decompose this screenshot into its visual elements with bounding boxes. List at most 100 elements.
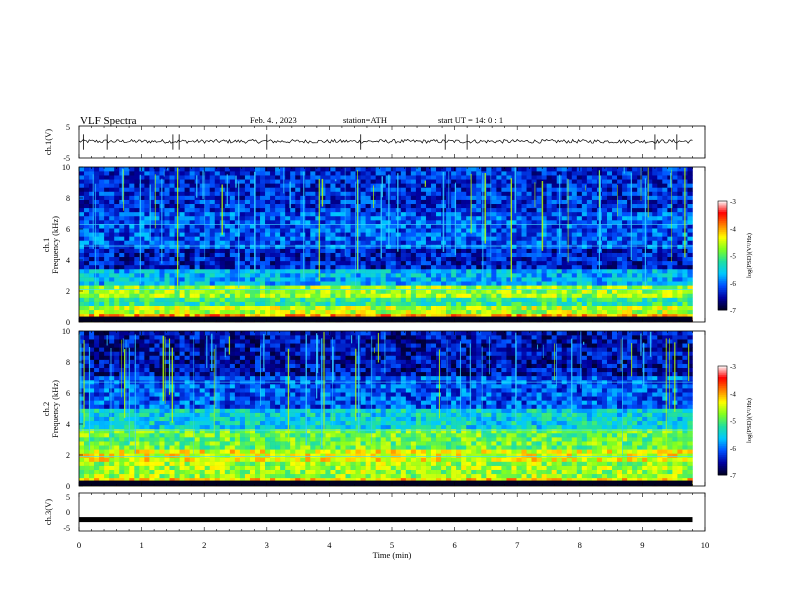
spectrogram-cell	[370, 232, 376, 237]
spectrogram-cell	[194, 199, 200, 205]
spectrogram-cell	[390, 285, 397, 290]
spectrogram-cell	[536, 277, 542, 282]
spectrogram-cell	[657, 293, 663, 298]
spectrogram-cell	[461, 211, 467, 217]
spectrogram-cell	[446, 264, 452, 270]
spectrogram-cell	[561, 195, 568, 200]
spectrogram-cell	[104, 313, 110, 319]
spectrogram-cell	[390, 220, 397, 225]
spectrogram-cell	[637, 187, 643, 192]
spectrogram-cell	[601, 289, 608, 294]
spectrogram-cell	[149, 285, 155, 290]
spectrogram-cell	[506, 248, 512, 253]
spectrogram-cell	[209, 305, 216, 311]
spectrogram-cell	[446, 244, 452, 249]
spectrogram-cell	[622, 309, 628, 315]
spectrogram-cell	[541, 220, 547, 225]
spectrogram-cell	[506, 281, 512, 286]
spectrogram-cell	[516, 248, 522, 253]
spectrogram-cell	[677, 264, 683, 270]
spectrogram-cell	[154, 297, 160, 302]
spectrogram-cell	[340, 260, 346, 266]
spectrogram-cell	[647, 207, 653, 213]
spectrogram-cell	[486, 215, 492, 221]
spectrogram-cell	[617, 240, 623, 245]
spectrogram-cell	[531, 175, 537, 180]
spectrogram-cell	[451, 203, 457, 209]
spectrogram-cell	[415, 256, 422, 262]
spectrogram-cell	[400, 313, 407, 319]
spectrogram-cell	[184, 199, 190, 205]
spectrogram-cell	[647, 187, 653, 192]
spectrogram-cell	[295, 171, 301, 176]
spectrogram-cell	[481, 301, 487, 306]
spectrogram-cell	[420, 277, 427, 282]
spectrogram-cell	[546, 211, 552, 217]
spectrogram-cell	[521, 289, 527, 294]
spectrogram-cell	[144, 228, 150, 233]
spectrogram-cell	[622, 289, 628, 294]
spectrogram-cell	[224, 297, 231, 302]
spectrogram-cell	[425, 313, 432, 319]
spectrogram-cell	[239, 285, 246, 290]
spectrogram-cell	[295, 289, 301, 294]
spectrogram-cell	[214, 224, 221, 229]
spectrogram-cell	[591, 289, 598, 294]
spectrogram-cell	[461, 273, 467, 278]
spectrogram-cell	[682, 293, 688, 298]
spectrogram-cell	[315, 236, 321, 241]
spectrogram-cell	[154, 183, 160, 188]
spectrogram-cell	[310, 240, 316, 245]
spectrogram-cell	[466, 191, 472, 196]
spectrogram-cell	[89, 179, 95, 184]
spectrogram-cell	[315, 203, 321, 209]
spectrogram-cell	[99, 195, 105, 200]
spectrogram-cell	[682, 277, 688, 282]
spectrogram-cell	[99, 215, 105, 221]
spectrogram-cell	[270, 187, 276, 192]
spectrogram-cell	[546, 220, 552, 225]
spectrogram-cell	[546, 199, 552, 205]
spectrogram-cell	[496, 220, 502, 225]
spectrogram-cell	[541, 171, 547, 176]
spectrogram-cell	[94, 175, 100, 180]
spectrogram-cell	[566, 228, 573, 233]
spectrogram-cell	[79, 367, 85, 373]
spectrogram-cell	[104, 224, 110, 229]
spectrogram-cell	[234, 260, 241, 266]
spectrogram-cell	[561, 183, 568, 188]
spectrogram-cell	[249, 211, 256, 217]
spectrogram-cell	[310, 273, 316, 278]
spectrogram-cell	[330, 289, 336, 294]
spectrogram-cell	[300, 260, 306, 266]
spectrogram-cell	[184, 175, 190, 180]
spectrogram-cell	[380, 236, 387, 241]
spectrogram-cell	[652, 277, 658, 282]
spectrogram-cell	[179, 171, 185, 176]
spectrogram-cell	[657, 171, 663, 176]
spectrogram-cell	[476, 175, 482, 180]
spectrogram-cell	[516, 313, 522, 319]
spectrogram-cell	[566, 305, 573, 311]
spectrogram-cell	[420, 285, 427, 290]
spectrogram-cell	[305, 273, 311, 278]
spectrogram-cell	[184, 268, 190, 274]
spectrogram-cell	[546, 256, 552, 262]
spectrogram-cell	[119, 277, 125, 282]
spectrogram-cell	[526, 171, 532, 176]
spectrogram-cell	[189, 281, 195, 286]
spectrogram-cell	[536, 244, 542, 249]
spectrogram-cell	[647, 211, 653, 217]
spectrogram-cell	[617, 285, 623, 290]
spectrogram-cell	[224, 236, 231, 241]
spectrogram-cell	[104, 236, 110, 241]
spectrogram-cell	[546, 260, 552, 266]
spectrogram-cell	[265, 191, 271, 196]
spectrogram-cell	[466, 297, 472, 302]
spectrogram-cell	[456, 232, 462, 237]
spectrogram-cell	[300, 236, 306, 241]
spectrogram-cell	[652, 203, 658, 209]
spectrogram-cell	[290, 171, 296, 176]
spectrogram-cell	[164, 268, 170, 274]
spectrogram-cell	[632, 167, 638, 172]
